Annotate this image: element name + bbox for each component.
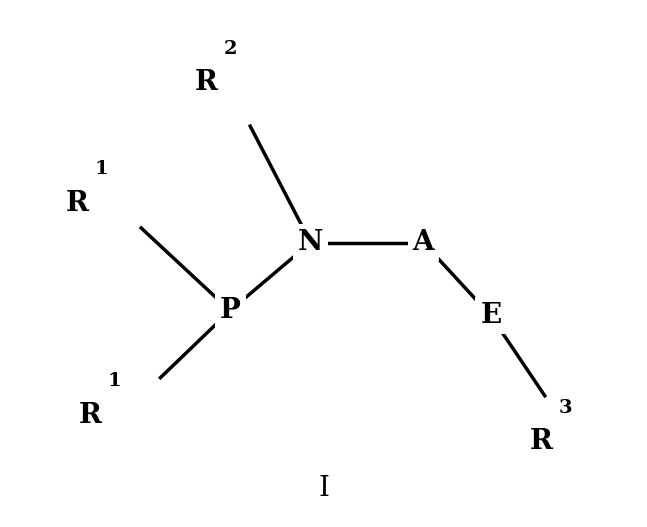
Text: P: P [219, 297, 241, 324]
Text: R: R [66, 190, 89, 217]
Text: 3: 3 [558, 398, 572, 417]
Text: 2: 2 [223, 40, 237, 57]
Text: A: A [413, 229, 434, 256]
Text: I: I [318, 475, 329, 502]
Text: R: R [195, 69, 217, 96]
Text: E: E [481, 302, 501, 329]
Text: N: N [298, 229, 324, 256]
Text: 1: 1 [107, 373, 121, 391]
Text: R: R [530, 428, 553, 455]
Text: R: R [79, 402, 102, 429]
Text: 1: 1 [94, 160, 108, 178]
